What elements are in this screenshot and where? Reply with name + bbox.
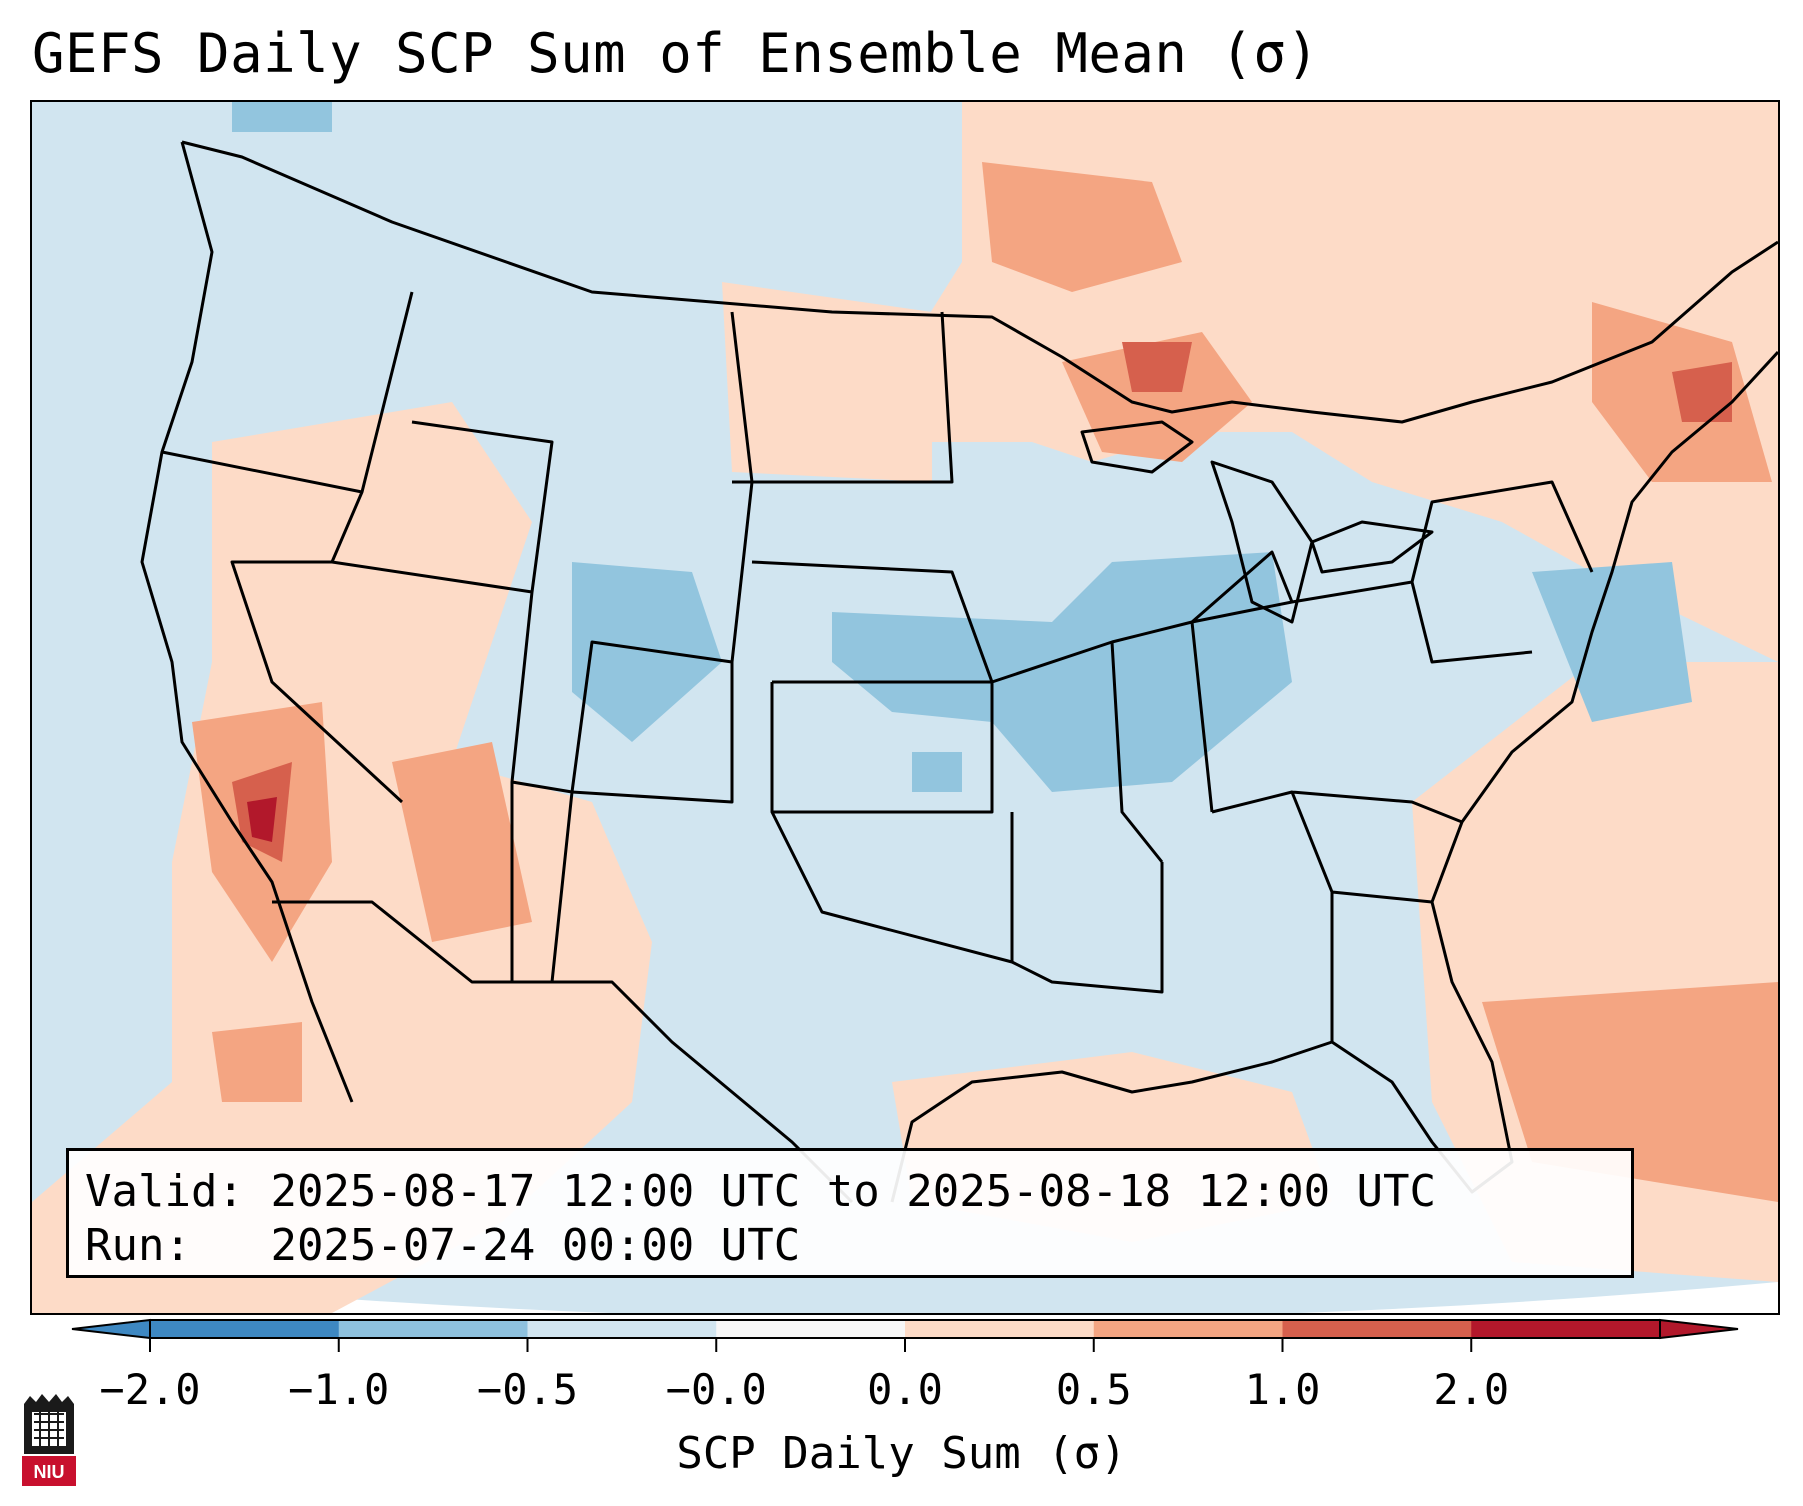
valid-label: Valid:: [85, 1166, 244, 1217]
colorbar-tick-label: 2.0: [1433, 1365, 1509, 1414]
state-lines-east: [1191, 480, 1594, 1042]
anomaly-negative-rockies: [572, 562, 722, 742]
great-lakes: [1080, 420, 1434, 624]
colorbar-swatch: [150, 1320, 340, 1338]
colorbar-swatch: [905, 1320, 1095, 1338]
colorbar-extend-high: [1659, 1318, 1739, 1340]
colorbar-tick-label: 1.0: [1245, 1365, 1321, 1414]
anomaly-mid-caribbean: [1482, 982, 1778, 1202]
pacific-coast: [140, 141, 354, 1103]
page-title: GEFS Daily SCP Sum of Ensemble Mean (σ): [32, 22, 1320, 85]
anomaly-mid-arizona: [392, 742, 532, 942]
boundary-lines: [140, 140, 1778, 1204]
colorbar-swatch: [1093, 1320, 1283, 1338]
anomaly-negative-nw: [232, 102, 332, 132]
colorbar-tick-label: −0.5: [477, 1365, 578, 1414]
colorbar-tick-label: 0.0: [867, 1365, 943, 1414]
colorbar-tick-label: −2.0: [99, 1365, 200, 1414]
colorbar-tick-label: −1.0: [288, 1365, 389, 1414]
logo-text: NIU: [34, 1462, 65, 1482]
colorbar-swatches: [71, 1318, 1739, 1340]
colorbar-swatch: [1471, 1320, 1661, 1338]
run-time: 2025-07-24 00:00 UTC: [270, 1220, 801, 1271]
colorbar-tick-label: −0.0: [666, 1365, 767, 1414]
colorbar-ticks: −2.0 −1.0 −0.5 −0.0 0.0 0.5 1.0 2.0: [99, 1338, 1509, 1414]
run-label: Run:: [85, 1220, 191, 1271]
anomaly-positive-plains: [722, 282, 932, 482]
state-lines-west: [161, 291, 754, 983]
state-lines-central: [732, 311, 1214, 994]
anomaly-negative-oklahoma: [912, 752, 962, 792]
anomaly-negative-east: [1532, 562, 1692, 722]
niu-logo: NIU: [22, 1394, 76, 1486]
colorbar-extend-low: [71, 1318, 151, 1340]
anomaly-mid-canada: [982, 162, 1182, 292]
anomaly-fields: [32, 102, 1778, 1313]
anomaly-strong-socal-core: [247, 797, 277, 842]
anomaly-strong-lakes: [1122, 342, 1192, 392]
colorbar-swatch: [716, 1320, 906, 1338]
colorbar-tick-label: 0.5: [1056, 1365, 1132, 1414]
anomaly-positive-southwest: [32, 402, 652, 1313]
colorbar: −2.0 −1.0 −0.5 −0.0 0.0 0.5 1.0 2.0: [71, 1318, 1739, 1414]
logo-banner: [22, 1456, 76, 1486]
map-panel: [30, 100, 1780, 1315]
gulf-coast: [890, 350, 1778, 1203]
canada-border: [181, 140, 1778, 424]
valid-time-range: 2025-08-17 12:00 UTC to 2025-08-18 12:00…: [270, 1166, 1437, 1217]
colorbar-swatch: [338, 1320, 528, 1338]
colorbar-label: SCP Daily Sum (σ): [676, 1428, 1127, 1479]
anomaly-strong-ne: [1672, 362, 1732, 422]
colorbar-swatch: [527, 1320, 717, 1338]
colorbar-swatch: [1282, 1320, 1472, 1338]
mexico-border: [272, 900, 854, 1204]
anomaly-mid-baja: [212, 1022, 302, 1102]
valid-run-info-box: Valid: 2025-08-17 12:00 UTC to 2025-08-1…: [66, 1148, 1634, 1278]
map-svg: [32, 102, 1778, 1313]
anomaly-negative-midwest: [832, 552, 1292, 792]
